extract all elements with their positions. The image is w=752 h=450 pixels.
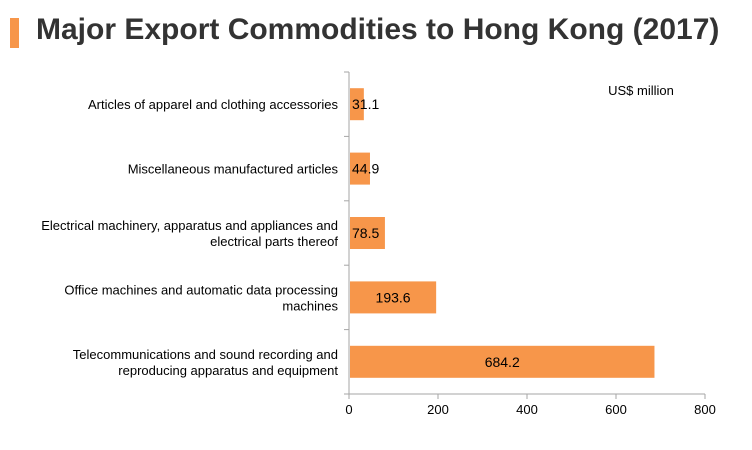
bar <box>350 152 370 185</box>
value-label: 78.5 <box>352 225 379 241</box>
category-label: Miscellaneous manufactured articles <box>128 162 339 177</box>
chart-title: Major Export Commodities to Hong Kong (2… <box>36 13 720 46</box>
title-bar: Major Export Commodities to Hong Kong (2… <box>0 0 752 62</box>
value-label: 44.9 <box>352 161 379 177</box>
value-label: 31.1 <box>352 96 379 112</box>
x-tick-label: 800 <box>694 402 716 417</box>
title-accent-bar <box>10 18 19 48</box>
axes: 0 200 400 600 800 <box>344 71 716 417</box>
category-label: Articles of apparel and clothing accesso… <box>88 97 339 112</box>
bars <box>350 88 655 378</box>
bar <box>350 345 655 378</box>
x-tick-label: 0 <box>345 402 352 417</box>
category-label: Office machines and automatic data proce… <box>64 282 338 313</box>
unit-label: US$ million <box>608 83 674 98</box>
bar <box>350 217 385 249</box>
bar <box>350 281 437 314</box>
value-label: 684.2 <box>485 354 520 370</box>
labels: US$ million Articles of apparel and cloth… <box>41 83 674 378</box>
x-tick-label: 200 <box>427 402 449 417</box>
value-label: 193.6 <box>376 289 411 305</box>
bar <box>350 88 364 121</box>
x-tick-label: 600 <box>605 402 627 417</box>
category-label: Telecommunications and sound recording a… <box>73 347 339 378</box>
category-label: Electrical machinery, apparatus and appl… <box>41 218 338 249</box>
x-tick-label: 400 <box>516 402 538 417</box>
